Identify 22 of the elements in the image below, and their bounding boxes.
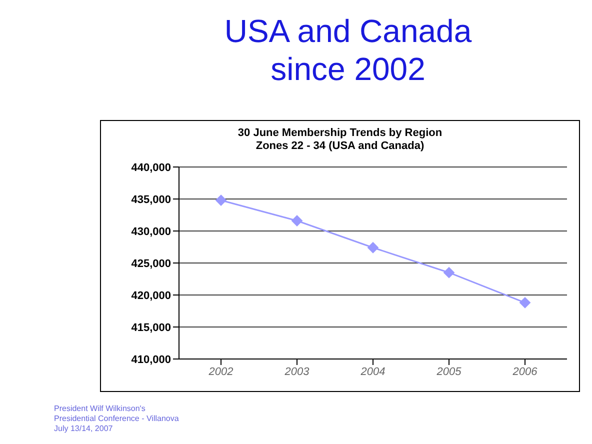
y-tick-label: 440,000	[131, 162, 171, 174]
y-tick-label: 415,000	[131, 322, 171, 334]
y-tick-label: 410,000	[131, 354, 171, 366]
point	[292, 215, 302, 226]
text: Presidential Conference - Villanova	[54, 414, 179, 424]
x-tick-label: 2003	[284, 366, 310, 378]
y-tick-label: 430,000	[131, 226, 171, 238]
y-tick-label: 425,000	[131, 258, 171, 270]
text: July 13/14, 2007	[54, 424, 114, 434]
x-tick-label: 2004	[360, 366, 386, 378]
x-tick-label: 2006	[512, 366, 538, 378]
point	[216, 194, 226, 206]
point	[520, 297, 530, 308]
point	[444, 267, 454, 278]
text: President Wilf Wilkinson's	[54, 404, 146, 414]
chart-title: USA and Canada since 2002	[223, 12, 473, 88]
y-tick-label: 435,000	[131, 194, 171, 206]
x-tick-label: 2005	[436, 366, 462, 378]
x-tick-label: 2002	[208, 366, 234, 378]
y-tick-label: 420,000	[131, 290, 171, 302]
point	[368, 242, 378, 254]
chart-subtitle: 30 June Membership Trends by Region Zones 22 - 34 (USA and Canada)	[236, 127, 444, 153]
